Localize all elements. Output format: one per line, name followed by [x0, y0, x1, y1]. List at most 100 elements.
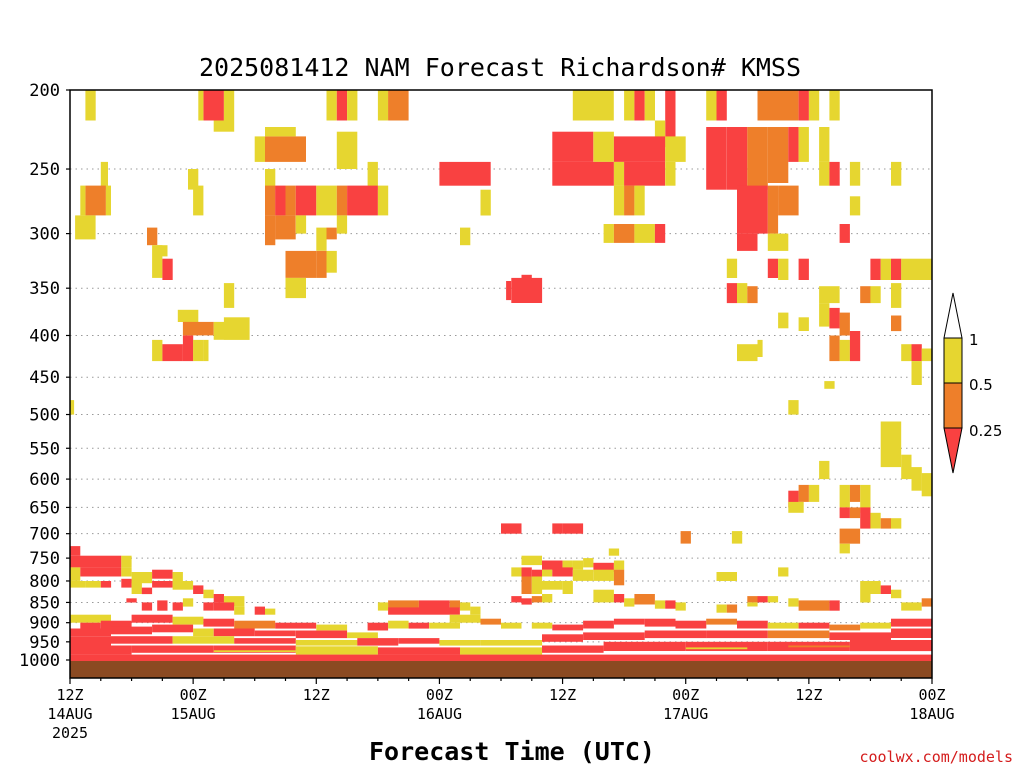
- ri-cell: [100, 620, 132, 629]
- ri-cell: [531, 569, 543, 577]
- ri-cell: [521, 555, 542, 566]
- ri-cell: [188, 169, 199, 190]
- ri-cell: [726, 258, 738, 278]
- ri-cell: [521, 567, 532, 577]
- ri-cell: [788, 598, 799, 607]
- ri-cell: [531, 596, 543, 603]
- ri-cell: [819, 303, 830, 327]
- ri-cell: [891, 618, 932, 627]
- ground-band: [70, 661, 932, 678]
- ri-cell: [295, 215, 307, 234]
- ri-cell: [131, 572, 153, 584]
- ri-cell: [644, 90, 655, 121]
- ri-cell: [265, 127, 296, 137]
- ri-cell: [213, 120, 235, 132]
- ri-cell: [767, 630, 830, 639]
- x-tick-label: 12Z: [56, 686, 83, 704]
- ri-cell: [891, 283, 902, 308]
- ri-cell: [147, 227, 158, 246]
- ri-cell: [449, 600, 460, 608]
- ri-cell: [870, 581, 881, 594]
- ri-cell: [157, 600, 168, 611]
- ri-cell: [747, 127, 768, 190]
- ri-cell: [285, 277, 306, 299]
- ri-cell: [501, 622, 522, 629]
- ri-cell: [860, 286, 871, 304]
- ground-layer: [70, 661, 932, 678]
- ri-cell: [839, 312, 850, 336]
- ri-cell: [449, 614, 481, 623]
- ri-cell: [613, 185, 625, 216]
- ri-cell: [901, 258, 932, 280]
- ri-cell: [798, 127, 809, 162]
- ri-cell: [665, 136, 686, 162]
- ri-cell: [891, 315, 902, 332]
- ri-cell: [613, 136, 666, 162]
- ri-cell: [121, 567, 132, 577]
- colorbar-bin-0.5-1: [943, 337, 963, 384]
- ri-cell: [182, 321, 214, 336]
- ri-cell: [511, 596, 522, 603]
- ri-cell: [737, 233, 758, 251]
- ri-cell: [634, 594, 655, 605]
- ri-cell: [141, 602, 153, 611]
- ri-cell: [880, 518, 891, 529]
- ri-cell: [562, 523, 584, 534]
- ri-cell: [152, 245, 163, 278]
- x-tick-label: 2025: [52, 724, 88, 742]
- ri-cell: [613, 224, 635, 243]
- ri-cell: [562, 581, 573, 594]
- ri-cell: [213, 650, 296, 653]
- ri-cell: [562, 560, 573, 570]
- ri-cell: [85, 581, 101, 588]
- ri-cell: [747, 286, 758, 304]
- ri-cell: [767, 233, 789, 251]
- ri-cell: [213, 594, 224, 603]
- ri-cell: [326, 250, 337, 273]
- ri-cell: [172, 636, 235, 644]
- ri-cell: [193, 585, 204, 594]
- y-tick-label: 550: [29, 439, 60, 459]
- colorbar-label: 1: [969, 331, 979, 349]
- ri-cell: [152, 624, 194, 633]
- ri-cell: [737, 620, 768, 629]
- colorbar-label: 0.25: [969, 422, 1002, 440]
- x-tick-label: 12Z: [303, 686, 330, 704]
- ri-cell: [285, 250, 317, 278]
- ri-cell: [193, 185, 204, 216]
- y-tick-label: 800: [29, 572, 60, 592]
- ri-cell: [70, 636, 111, 646]
- ri-cell: [911, 344, 922, 362]
- x-tick-label: 00Z: [918, 686, 945, 704]
- ri-cell: [254, 136, 265, 162]
- ri-cell: [849, 484, 861, 502]
- ri-cell: [665, 161, 676, 186]
- ri-cell: [757, 596, 768, 603]
- ri-cell: [213, 602, 235, 611]
- x-tick-label: 00Z: [426, 686, 453, 704]
- ri-cell: [654, 120, 666, 140]
- ri-cell: [275, 185, 286, 216]
- ri-cell: [377, 602, 389, 611]
- ri-cell: [152, 569, 173, 579]
- ri-cell: [295, 185, 317, 216]
- ri-cell: [665, 90, 676, 148]
- y-tick-label: 750: [29, 549, 60, 569]
- ri-cell: [921, 473, 932, 497]
- ri-cell: [901, 344, 912, 362]
- y-tick-label: 450: [29, 368, 60, 388]
- ri-cell: [634, 185, 645, 216]
- ri-cell: [716, 604, 727, 613]
- ri-cell: [265, 215, 276, 246]
- y-tick-label: 700: [29, 525, 60, 545]
- ri-cell: [75, 215, 96, 240]
- ri-cell: [849, 507, 861, 519]
- ri-cell: [501, 523, 522, 534]
- y-tick-label: 350: [29, 279, 60, 299]
- ri-cell: [860, 507, 871, 529]
- ri-cell: [193, 339, 204, 362]
- ri-cell: [572, 569, 594, 581]
- x-tick-label: 17AUG: [663, 705, 708, 723]
- ri-cell: [111, 626, 152, 635]
